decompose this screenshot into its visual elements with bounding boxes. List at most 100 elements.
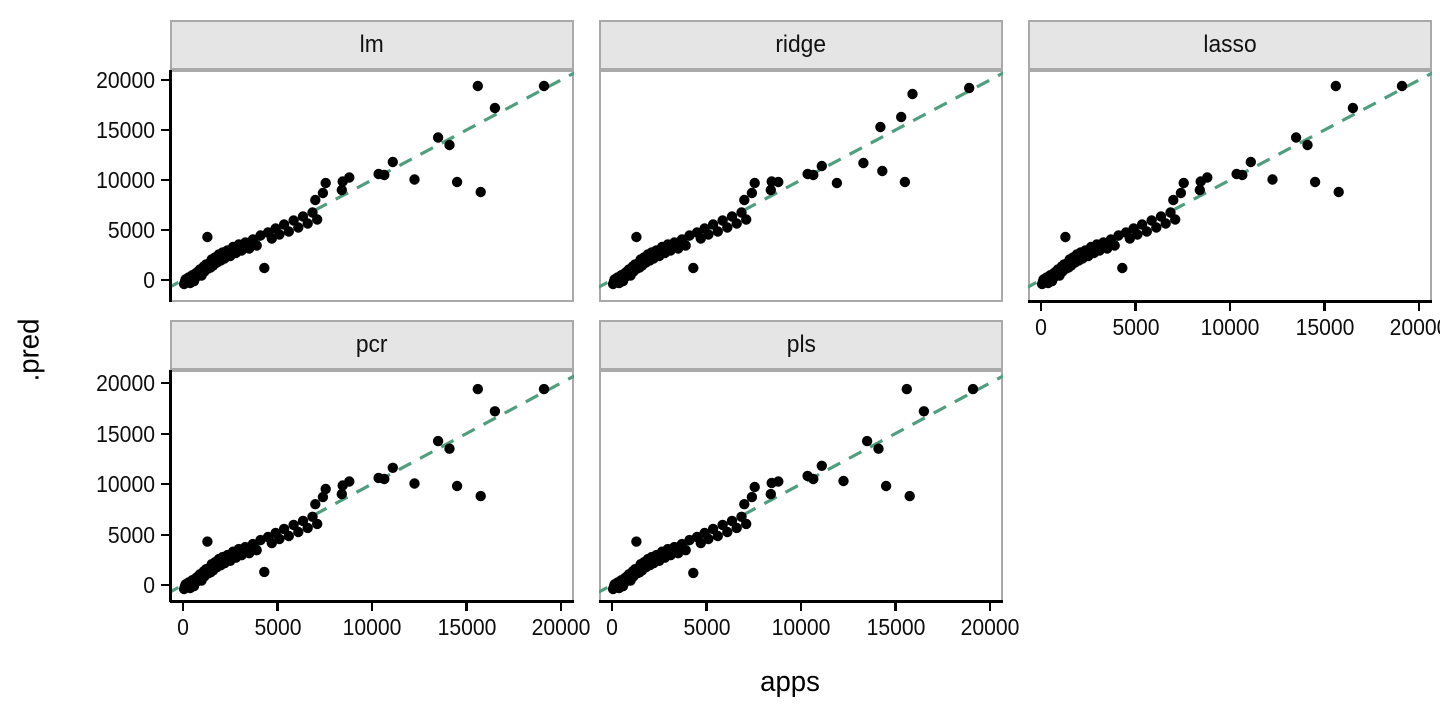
data-point bbox=[1109, 240, 1120, 251]
y-axis-line-lm bbox=[169, 70, 172, 302]
y-axis-tick bbox=[161, 279, 170, 282]
data-point bbox=[896, 111, 907, 123]
data-point bbox=[259, 262, 270, 274]
data-point bbox=[475, 186, 486, 198]
data-point bbox=[749, 481, 760, 493]
data-point bbox=[773, 476, 784, 487]
x-axis-tick-label: 15000 bbox=[866, 614, 925, 640]
data-point bbox=[538, 80, 550, 92]
y-axis-tick bbox=[161, 483, 170, 486]
x-axis-tick bbox=[181, 602, 185, 611]
data-point bbox=[688, 262, 699, 274]
facet-strip-pcr: pcr bbox=[170, 320, 574, 370]
y-axis-line-pcr bbox=[169, 370, 172, 602]
y-axis-tick bbox=[161, 533, 170, 536]
facet-strip-label: pcr bbox=[356, 331, 388, 358]
x-axis-tick-label: 15000 bbox=[1295, 314, 1354, 340]
data-point bbox=[1290, 132, 1302, 143]
facet-panel-lm bbox=[170, 70, 574, 302]
y-axis-tick-label: 10000 bbox=[96, 471, 155, 497]
x-axis-tick-label: 20000 bbox=[960, 614, 1020, 640]
y-axis-tick bbox=[161, 129, 170, 132]
scatter-plot-pls bbox=[599, 374, 1003, 595]
data-point bbox=[808, 169, 819, 181]
data-point bbox=[1202, 172, 1213, 183]
x-axis-tick-label: 15000 bbox=[437, 614, 496, 640]
data-point bbox=[274, 229, 285, 240]
data-point bbox=[283, 530, 294, 542]
x-axis-tick-label: 10000 bbox=[342, 614, 402, 640]
data-point bbox=[251, 545, 262, 556]
x-axis-title: apps bbox=[760, 666, 820, 698]
data-point bbox=[1151, 222, 1162, 233]
data-point bbox=[816, 460, 827, 471]
data-point bbox=[1267, 174, 1278, 185]
y-axis-tick-label: 0 bbox=[143, 267, 155, 293]
y-axis-tick-label: 20000 bbox=[96, 370, 155, 396]
data-point bbox=[344, 476, 355, 487]
y-axis-tick-label: 0 bbox=[143, 572, 155, 598]
data-point bbox=[816, 160, 827, 172]
x-axis-tick bbox=[705, 602, 708, 611]
data-point bbox=[739, 499, 750, 510]
data-point bbox=[680, 240, 691, 251]
data-point bbox=[746, 187, 758, 199]
data-point bbox=[1141, 226, 1152, 237]
data-point bbox=[964, 82, 975, 94]
y-axis-tick bbox=[161, 179, 170, 182]
data-point bbox=[722, 526, 733, 538]
x-axis-tick-label: 5000 bbox=[253, 614, 302, 640]
x-axis-tick-label: 10000 bbox=[1200, 314, 1260, 340]
data-point bbox=[317, 491, 329, 503]
x-axis-tick-label: 20000 bbox=[531, 614, 591, 640]
x-axis-tick bbox=[276, 602, 279, 611]
data-point bbox=[312, 214, 323, 225]
data-point bbox=[489, 406, 501, 417]
data-point bbox=[918, 406, 930, 417]
data-point bbox=[1178, 177, 1189, 189]
data-point bbox=[722, 222, 733, 233]
data-point bbox=[379, 169, 390, 181]
x-axis-tick bbox=[894, 602, 897, 611]
x-axis-line-pcr bbox=[170, 600, 574, 603]
data-point bbox=[409, 174, 420, 185]
data-point bbox=[877, 165, 888, 177]
x-axis-tick-label: 5000 bbox=[682, 614, 731, 640]
data-point bbox=[489, 102, 501, 114]
y-axis-tick-label: 20000 bbox=[96, 67, 155, 93]
x-axis-tick bbox=[799, 602, 803, 611]
x-axis-tick bbox=[465, 602, 468, 611]
y-axis-tick-label: 15000 bbox=[96, 420, 155, 447]
data-point bbox=[387, 462, 398, 473]
data-point bbox=[1245, 156, 1256, 168]
data-point bbox=[1160, 218, 1171, 229]
scatter-plot-lm bbox=[170, 71, 574, 290]
facet-strip-label: pls bbox=[786, 331, 816, 358]
data-point bbox=[631, 231, 642, 243]
data-point bbox=[1347, 102, 1359, 114]
facet-panel-lasso bbox=[1028, 70, 1432, 302]
x-axis-tick-label: 0 bbox=[177, 614, 189, 640]
data-point bbox=[739, 194, 750, 206]
data-point bbox=[409, 478, 420, 489]
data-point bbox=[703, 533, 714, 545]
data-point bbox=[1237, 169, 1248, 181]
data-point bbox=[741, 518, 752, 530]
facet-strip-lm: lm bbox=[170, 20, 574, 70]
scatter-plot-lasso bbox=[1028, 71, 1432, 290]
data-point bbox=[907, 88, 918, 100]
data-point bbox=[451, 176, 463, 188]
data-point bbox=[320, 177, 331, 189]
data-point bbox=[1309, 176, 1321, 188]
data-point bbox=[293, 222, 304, 233]
data-point bbox=[310, 194, 321, 206]
scatter-plot-ridge bbox=[599, 71, 1003, 290]
data-point bbox=[873, 443, 884, 454]
y-axis-tick-label: 10000 bbox=[96, 167, 155, 193]
y-axis-tick bbox=[161, 382, 170, 385]
data-point bbox=[344, 172, 355, 183]
facet-strip-lasso: lasso bbox=[1028, 20, 1432, 70]
facet-panel-pcr bbox=[170, 370, 574, 602]
data-point bbox=[336, 184, 347, 196]
